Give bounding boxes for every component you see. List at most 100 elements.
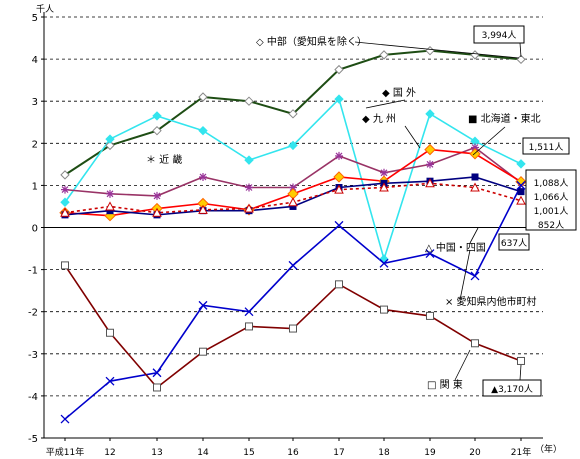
data-point [198, 204, 208, 214]
x-tick-label: 14 [197, 448, 209, 458]
legend-hokkaido: ■ 北海道・東北 [468, 112, 541, 125]
data-point [334, 184, 344, 194]
data-point [425, 109, 435, 119]
data-point [152, 207, 162, 217]
data-point [152, 368, 162, 378]
legend-kanto: □ 関 東 [427, 378, 463, 391]
x-tick-label: 12 [104, 448, 115, 458]
callout-1511 [522, 137, 570, 155]
data-point [60, 414, 70, 424]
data-point [60, 207, 70, 217]
data-point [61, 185, 69, 194]
x-tick-label: 16 [287, 448, 299, 458]
data-point [334, 220, 344, 230]
data-point [199, 347, 207, 356]
data-point [335, 280, 343, 289]
data-point [288, 140, 298, 151]
data-point [517, 356, 525, 365]
data-point [198, 125, 208, 136]
leader-line [519, 42, 522, 58]
data-point [244, 96, 254, 106]
leader-line [469, 227, 479, 244]
axes: 5 4 3 2 1 0 -1 -2 -3 -4 -5 千人 （年） 平成11年 12 13 14 15 16 17 18… [28, 4, 562, 458]
data-point [288, 260, 298, 270]
x-unit-label: （年） [535, 443, 562, 455]
leader-line [472, 126, 506, 156]
data-point [244, 203, 254, 213]
data-point [471, 143, 479, 152]
callout-637-text: 637人 [501, 238, 527, 249]
callout-3994-text: 3,994人 [482, 30, 517, 41]
leader-line [459, 249, 471, 301]
leader-line [365, 99, 406, 109]
callout-1088-text: 1,088人 [534, 178, 569, 189]
data-point [106, 207, 114, 215]
data-point [245, 322, 253, 331]
y-tick-label: -3 [28, 350, 38, 361]
data-point [245, 183, 253, 192]
data-point [105, 140, 115, 151]
data-point [470, 50, 480, 60]
data-point [426, 160, 434, 169]
callout-3170-text: ▲3,170人 [491, 384, 533, 395]
data-point [424, 143, 436, 156]
data-point [379, 182, 389, 192]
legend-chubu: ◇ 中部（愛知県を除く） [256, 35, 367, 48]
y-tick-label: 3 [32, 97, 38, 108]
data-point [516, 159, 526, 169]
x-tick-label: 17 [333, 448, 344, 458]
data-point [152, 125, 162, 136]
y-tick-label: 5 [32, 13, 38, 24]
legend-aichi: × 愛知県内他市町村 [445, 295, 537, 308]
data-point [515, 175, 527, 188]
legend-chugoku: △ 中国・四国 [425, 241, 486, 254]
data-point [289, 183, 297, 192]
x-tick-label: 18 [378, 448, 390, 458]
x-tick-label: 21年 [511, 446, 531, 458]
data-point [105, 134, 115, 144]
data-point [334, 94, 344, 104]
data-point [425, 249, 435, 259]
series-lines [64, 49, 522, 420]
data-point [516, 195, 526, 205]
legend-kinki: ＊ 近 畿 [146, 153, 182, 166]
data-point [379, 258, 389, 268]
y-tick-label: 2 [32, 139, 38, 150]
data-point [289, 202, 297, 210]
series-markers [59, 45, 527, 424]
data-point [380, 305, 388, 314]
data-point [471, 173, 479, 181]
data-point [199, 172, 207, 181]
data-point [471, 339, 479, 348]
data-point [289, 324, 297, 333]
x-tick-label: 13 [151, 448, 162, 458]
data-point [105, 201, 115, 211]
data-point [60, 170, 70, 180]
data-point [334, 64, 344, 75]
data-point [61, 261, 69, 270]
y-tick-label: 1 [32, 181, 38, 192]
data-point [380, 168, 388, 177]
legend-kokugai: ◆ 国 外 [382, 87, 416, 99]
annotations: ◇ 中部（愛知県を除く） ◆ 国 外 ◆ 九 州 ■ 北海道・東北 ＊ 近 畿 △ 中国・… [146, 25, 577, 397]
y-tick-label: 0 [32, 224, 38, 235]
data-point [152, 111, 162, 121]
y-tick-label: -4 [28, 392, 38, 403]
leader-line [404, 125, 421, 149]
data-point [335, 151, 343, 160]
x-tick-label: 19 [424, 448, 436, 458]
callout-group [525, 169, 577, 231]
data-point [106, 328, 114, 337]
data-point [198, 300, 208, 310]
data-point [153, 191, 161, 200]
callout-3994 [473, 25, 525, 44]
data-point [333, 171, 345, 183]
leader-line [354, 41, 520, 59]
data-point [198, 92, 208, 102]
legend-kyushu: ◆ 九 州 [362, 113, 396, 125]
data-point [244, 307, 254, 317]
data-point [153, 383, 161, 392]
callout-1066-text: 1,066人 [534, 192, 569, 203]
x-tick-label: 15 [243, 448, 254, 458]
